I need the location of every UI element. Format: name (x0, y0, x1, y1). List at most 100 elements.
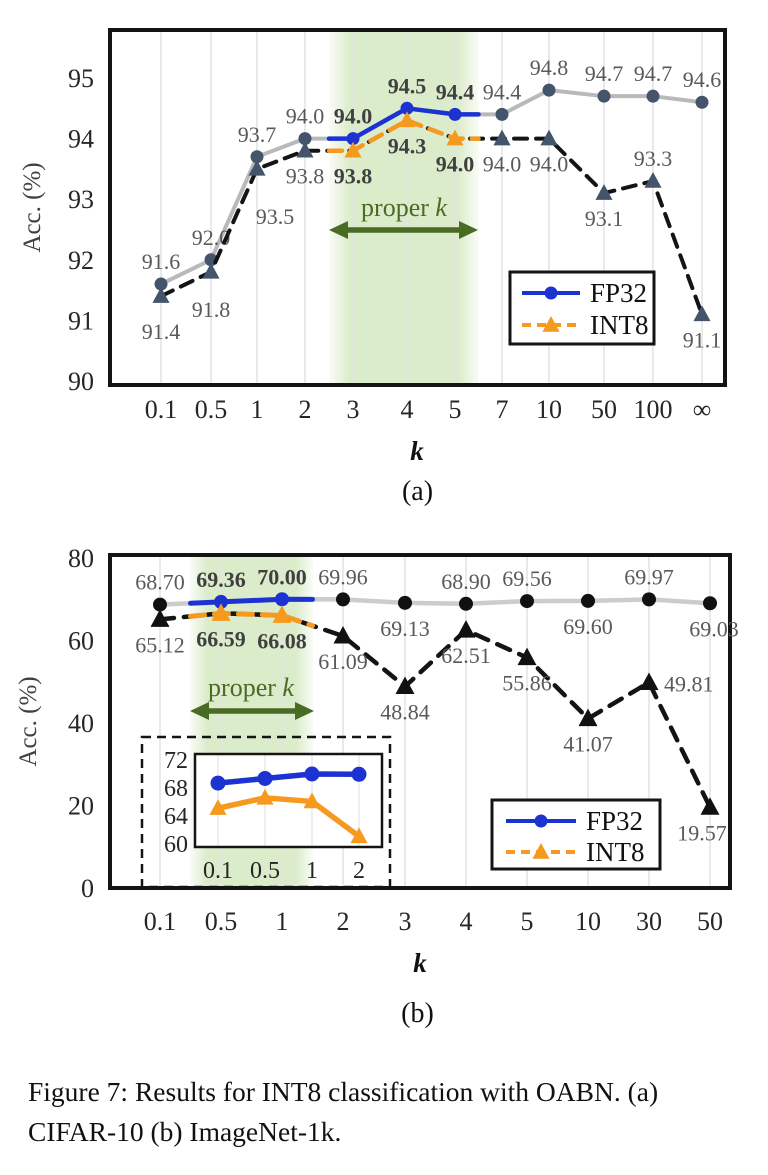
int8-marker (446, 129, 464, 146)
subcaption-a: (a) (401, 476, 434, 507)
data-label: 91.4 (142, 319, 181, 344)
fp32-marker (581, 593, 595, 608)
inset-y-tick-label: 68 (164, 776, 188, 802)
x-tick-label: 3 (347, 395, 360, 424)
data-label: 94.7 (585, 61, 624, 86)
legend-entry-label: INT8 (586, 837, 644, 867)
data-label: 94.7 (634, 61, 673, 86)
inset-fp32-marker (210, 775, 226, 791)
fp32-marker (646, 89, 660, 103)
data-label: 66.59 (196, 626, 246, 651)
data-label: 91.6 (142, 249, 181, 274)
fp32-marker (703, 596, 717, 611)
y-tick-label: 95 (68, 64, 94, 93)
legend-entry-label: INT8 (590, 310, 648, 340)
int8-marker (344, 141, 362, 158)
legend-fp32-marker (544, 286, 558, 300)
plot-border (108, 553, 732, 890)
int8-marker (540, 129, 558, 146)
data-label: 69.56 (502, 566, 552, 591)
y-tick-label: 80 (68, 544, 94, 573)
legend-int8-marker (532, 843, 550, 859)
fp32-marker (695, 95, 709, 109)
int8-marker (700, 797, 720, 815)
int8-marker (693, 305, 711, 322)
series-int8-overlay (188, 610, 315, 629)
x-tick-label: 5 (521, 907, 534, 936)
legend-entry-label: FP32 (586, 806, 643, 836)
inset-int8-marker (256, 788, 274, 805)
y-axis-title: Acc. (%) (19, 162, 46, 252)
fp32-marker (542, 83, 556, 97)
x-tick-label: 0.1 (145, 395, 178, 424)
inset-fp32-marker (304, 766, 320, 782)
x-tick-label: 30 (636, 907, 662, 936)
legend-int8-marker (542, 316, 560, 332)
inset-fp32-line (215, 771, 362, 786)
x-tick-label: 1 (251, 395, 264, 424)
data-label: 93.8 (286, 164, 325, 189)
int8-marker (333, 626, 353, 644)
data-label: 91.8 (192, 297, 231, 322)
inset-x-tick-label: 2 (353, 858, 365, 884)
data-label: 68.70 (135, 570, 185, 595)
plot-border (108, 28, 727, 387)
legend-entry-label: FP32 (590, 278, 647, 308)
data-label: 69.13 (380, 616, 430, 641)
y-tick-label: 94 (68, 125, 94, 154)
fp32-marker (459, 596, 473, 611)
int8-marker (595, 184, 613, 200)
int8-marker (152, 287, 170, 303)
fp32-marker (520, 594, 534, 609)
fp32-marker (398, 595, 412, 610)
int8-marker (398, 111, 416, 128)
y-tick-label: 40 (68, 709, 94, 738)
data-label: 69.03 (689, 616, 739, 641)
fp32-marker (298, 132, 312, 146)
int8-marker (395, 676, 415, 695)
inset-dashed-border (140, 735, 392, 889)
chart-a: proper k 91.6 92.0 93.7 94.0 94.0 94.5 94.4 94.4… (19, 28, 727, 466)
int8-marker (202, 262, 220, 279)
x-tick-label: 5 (449, 395, 462, 424)
int8-marker (578, 708, 598, 727)
data-label: 94.0 (483, 152, 522, 177)
x-tick-label: 1 (276, 907, 289, 936)
x-tick-label: 4 (460, 907, 473, 936)
fp32-marker (400, 101, 414, 115)
data-label: 94.0 (334, 104, 373, 129)
y-tick-label: 91 (68, 306, 94, 335)
data-label: 69.97 (624, 564, 674, 589)
data-label: 69.36 (196, 567, 246, 592)
figure-caption: Figure 7: Results for INT8 classificatio… (28, 1076, 659, 1147)
x-tick-label: 2 (299, 395, 312, 424)
proper-k-arrowhead-right (295, 702, 314, 720)
y-tick-label: 60 (68, 627, 94, 656)
x-tick-label: 4 (401, 395, 414, 424)
inset-int8-marker (209, 799, 227, 815)
int8-marker (211, 603, 231, 621)
x-tick-label: 0.5 (205, 907, 238, 936)
inset-x-tick-label: 0.1 (203, 858, 233, 884)
data-label: 91.1 (683, 327, 722, 352)
figure-canvas: proper k 91.6 92.0 93.7 94.0 94.0 94.5 94.4 94.4… (15, 28, 739, 978)
int8-marker (493, 129, 511, 146)
data-label: 94.4 (436, 79, 475, 104)
int8-marker (639, 672, 659, 691)
fp32-marker (153, 597, 167, 612)
int8-marker (296, 141, 314, 158)
data-label: 69.60 (563, 614, 613, 639)
proper-k-arrowhead-left (190, 702, 209, 720)
x-tick-label: 10 (536, 395, 562, 424)
x-axis-title: k (413, 948, 427, 978)
x-tick-label: 2 (337, 907, 350, 936)
fp32-marker (154, 277, 168, 291)
inset-fp32-marker (351, 766, 367, 782)
fp32-marker (250, 150, 264, 164)
inset-x-tick-label: 1 (306, 858, 318, 884)
data-label: 55.86 (502, 671, 552, 696)
y-tick-label: 20 (68, 792, 94, 821)
data-label: 93.5 (256, 204, 295, 229)
data-label: 94.5 (388, 73, 427, 98)
